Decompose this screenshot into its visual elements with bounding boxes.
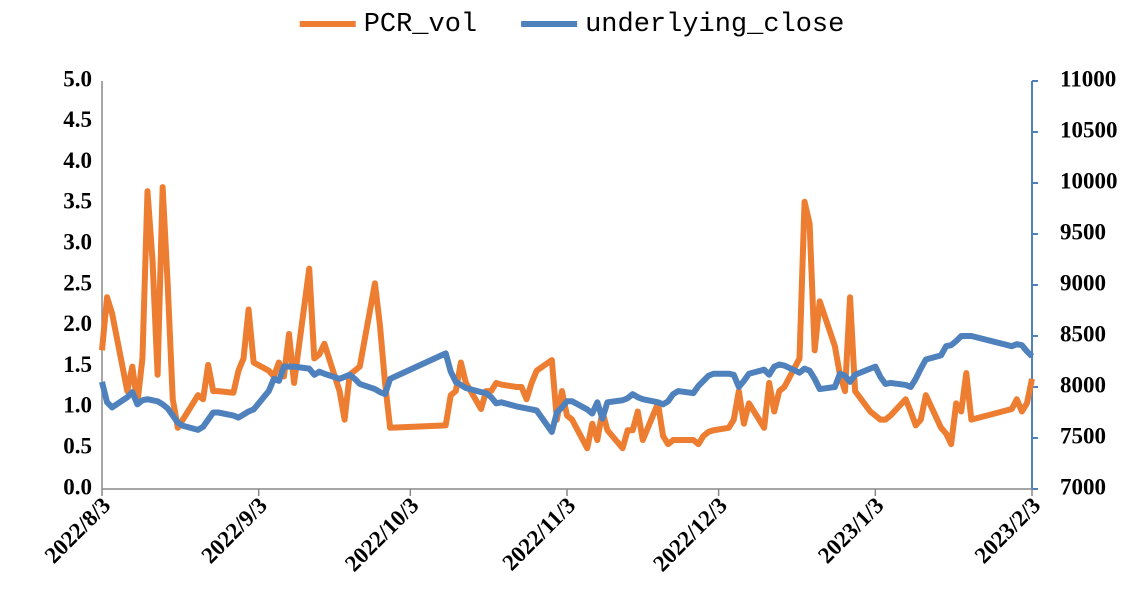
y-tick-label: 1.5 <box>63 352 92 377</box>
y-tick-label: 2.5 <box>63 270 92 295</box>
x-tick-label: 2022/10/3 <box>340 493 424 577</box>
y2-tick-label: 10500 <box>1060 117 1118 142</box>
y-tick-label: 4.5 <box>63 107 92 132</box>
y2-tick-label: 10000 <box>1060 168 1118 193</box>
y2-tick-label: 7500 <box>1060 423 1106 448</box>
series-line <box>99 333 1035 435</box>
y-tick-label: 5.0 <box>63 66 92 91</box>
y-tick-label: 0.5 <box>63 433 92 458</box>
x-tick-label: 2022/8/3 <box>40 493 116 569</box>
y2-tick-label: 8000 <box>1060 372 1106 397</box>
x-tick-label: 2022/11/3 <box>498 493 581 576</box>
x-tick-label: 2023/1/3 <box>813 493 889 569</box>
x-tick-label: 2023/2/3 <box>970 493 1046 569</box>
x-tick-label: 2022/12/3 <box>648 493 732 577</box>
y-tick-label: 3.0 <box>63 229 92 254</box>
y2-tick-label: 7000 <box>1060 474 1106 499</box>
y-tick-label: 0.0 <box>63 474 92 499</box>
x-tick-label: 2022/9/3 <box>196 493 272 569</box>
y2-tick-label: 9000 <box>1060 270 1106 295</box>
y-tick-label: 1.0 <box>63 393 92 418</box>
y-tick-label: 4.0 <box>63 148 92 173</box>
series-line <box>99 184 1035 452</box>
y2-tick-label: 9500 <box>1060 219 1106 244</box>
legend-label: underlying_close <box>585 10 844 40</box>
legend-label: PCR_vol <box>364 10 477 40</box>
y2-tick-label: 11000 <box>1060 66 1116 91</box>
y-tick-label: 2.0 <box>63 311 92 336</box>
y-tick-label: 3.5 <box>63 189 92 214</box>
y2-tick-label: 8500 <box>1060 321 1106 346</box>
